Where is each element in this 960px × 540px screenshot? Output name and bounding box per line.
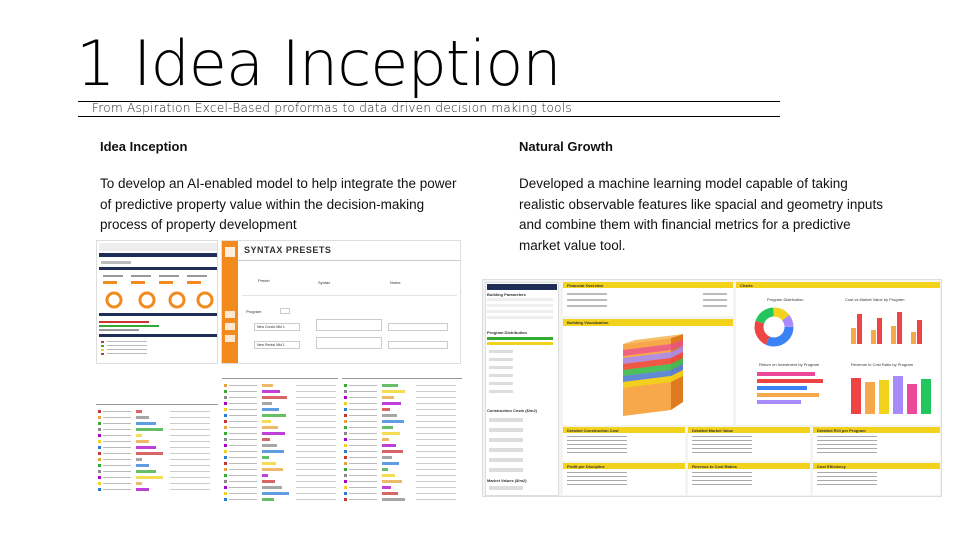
cost-vs-market-bars: [851, 312, 922, 344]
table-row: [344, 480, 347, 483]
table-row: [344, 432, 347, 435]
table-row: [224, 384, 227, 387]
table-row: [224, 444, 227, 447]
table-row: [344, 426, 347, 429]
dashboard-screenshot: [96, 240, 218, 364]
detailed-market-value-label: Detailed Market Value: [692, 428, 734, 433]
col-notes: Notes: [390, 280, 401, 285]
table-row: [98, 488, 101, 491]
table-row: [224, 420, 227, 423]
program-distribution-label: Program Distribution: [487, 330, 528, 335]
cost-efficiency-label: Cost Efficiency: [817, 464, 846, 469]
table-row: [98, 452, 101, 455]
revenue-to-cost-bars: [851, 376, 931, 414]
table-row: [344, 462, 347, 465]
detailed-construction-cost-label: Detailed Construction Cost: [567, 428, 619, 433]
table-row: [224, 492, 227, 495]
table-row: [224, 438, 227, 441]
table-row: [344, 390, 347, 393]
table-row: [224, 456, 227, 459]
table-row: [344, 438, 347, 441]
table-row: [344, 402, 347, 405]
chart-revenue-to-cost-label: Revenue to Cost Ratio by Program: [851, 362, 914, 367]
syntax-presets-screenshot: SYNTAX PRESETS Preset Syntax Notes Progr…: [221, 240, 461, 364]
roi-horizontal-bars: [757, 372, 823, 404]
table-row: [224, 390, 227, 393]
market-value-tool-screenshot: Building Parameters Program Distribution…: [482, 279, 942, 497]
slide-title: 1 Idea Inception: [76, 27, 562, 100]
table-row: [344, 444, 347, 447]
row-new-condo: New Condo Mkt 1: [257, 325, 285, 329]
table-row: [344, 396, 347, 399]
table-row: [344, 492, 347, 495]
revenue-to-cost-ratios-label: Revenue to Cost Ratios: [692, 464, 737, 469]
table-row: [98, 410, 101, 413]
table-row: [224, 468, 227, 471]
table-row: [98, 482, 101, 485]
idea-inception-heading: Idea Inception: [100, 139, 188, 154]
table-row: [224, 432, 227, 435]
charts-label: Charts: [740, 283, 753, 288]
table-row: [224, 396, 227, 399]
table-row: [224, 426, 227, 429]
table-row: [98, 470, 101, 473]
table-row: [224, 498, 227, 501]
slide-subtitle: From Aspiration Excel-Based proformas to…: [92, 101, 572, 115]
building-visualization-label: Building Visualization: [567, 320, 609, 325]
row-program: Program: [246, 309, 262, 314]
table-row: [98, 458, 101, 461]
table-row: [344, 474, 347, 477]
table-row: [98, 422, 101, 425]
table-row: [98, 440, 101, 443]
table-row: [98, 446, 101, 449]
chart-roi-label: Return on Investment by Program: [759, 362, 820, 367]
table-row: [224, 474, 227, 477]
profit-per-discipline-label: Profit per Discipline: [567, 464, 605, 469]
table-row: [344, 498, 347, 501]
donut-gauges: [105, 291, 214, 309]
syntax-presets-title: SYNTAX PRESETS: [244, 245, 332, 255]
row-new-rental: New Rental Mkt 1: [257, 343, 285, 347]
title-rule-bottom: [78, 116, 780, 117]
table-row: [98, 416, 101, 419]
table-row: [224, 408, 227, 411]
table-row: [98, 434, 101, 437]
table-row: [344, 384, 347, 387]
table-row: [344, 414, 347, 417]
table-row: [344, 486, 347, 489]
building-params-label: Building Parameters: [487, 292, 526, 297]
table-row: [224, 450, 227, 453]
table-row: [344, 450, 347, 453]
col-preset: Preset: [258, 278, 270, 283]
table-row: [224, 414, 227, 417]
detailed-roi-label: Detailed ROI per Program: [817, 428, 866, 433]
financial-overview-label: Financial Overview: [567, 283, 604, 288]
table-row: [98, 428, 101, 431]
building-stack-3d: [623, 334, 683, 416]
natural-growth-heading: Natural Growth: [519, 139, 613, 154]
table-row: [224, 480, 227, 483]
table-row: [344, 408, 347, 411]
market-values-label: Market Values ($/m2): [487, 478, 527, 483]
construction-costs-label: Construction Costs ($/m2): [487, 408, 538, 413]
idea-inception-body: To develop an AI-enabled model to help i…: [100, 176, 457, 232]
table-row: [344, 456, 347, 459]
title-rule-top: [78, 101, 780, 102]
chart-program-distribution-label: Program Distribution: [767, 297, 804, 302]
program-distribution-donut: [754, 307, 794, 347]
table-row: [344, 468, 347, 471]
table-row: [224, 486, 227, 489]
natural-growth-body: Developed a machine learning model capab…: [519, 176, 883, 253]
table-row: [98, 464, 101, 467]
table-row: [224, 462, 227, 465]
chart-cost-vs-market-label: Cost vs Market Value by Program: [845, 297, 905, 302]
table-row: [224, 402, 227, 405]
table-row: [98, 476, 101, 479]
col-syntax: Syntax: [318, 280, 331, 285]
program-table-screenshot: [96, 366, 462, 510]
table-row: [344, 420, 347, 423]
